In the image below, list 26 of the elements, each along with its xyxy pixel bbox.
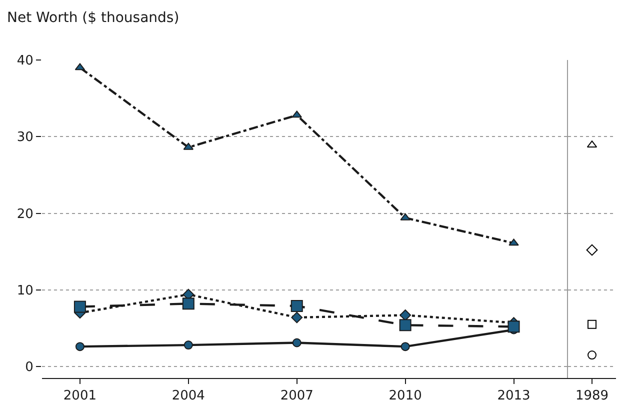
point — [184, 340, 193, 350]
x-tick-label: 2001 — [63, 388, 97, 404]
point — [75, 342, 84, 352]
y-tick-label: 0 — [25, 360, 34, 376]
point — [74, 300, 86, 313]
x-tick-label: 1989 — [575, 388, 609, 404]
x-tick-label: 2010 — [388, 388, 422, 404]
y-axis-title: Net Worth ($ thousands) — [7, 10, 180, 26]
y-tick-label: 40 — [16, 54, 34, 69]
y-tick-label: 30 — [16, 130, 34, 146]
point — [399, 319, 412, 332]
point — [291, 312, 303, 324]
point — [292, 110, 302, 118]
point — [400, 213, 410, 220]
x-tick-label: 2004 — [172, 388, 205, 404]
y-tick-label: 20 — [16, 206, 34, 222]
point — [290, 300, 303, 312]
point — [400, 342, 410, 352]
point — [508, 320, 520, 333]
point — [400, 309, 412, 321]
point — [182, 298, 194, 310]
point — [292, 338, 302, 348]
y-tick-label: 10 — [16, 283, 34, 298]
x-tick-label: 2007 — [280, 388, 314, 404]
point — [508, 238, 519, 246]
x-tick-label: 2013 — [497, 388, 530, 404]
